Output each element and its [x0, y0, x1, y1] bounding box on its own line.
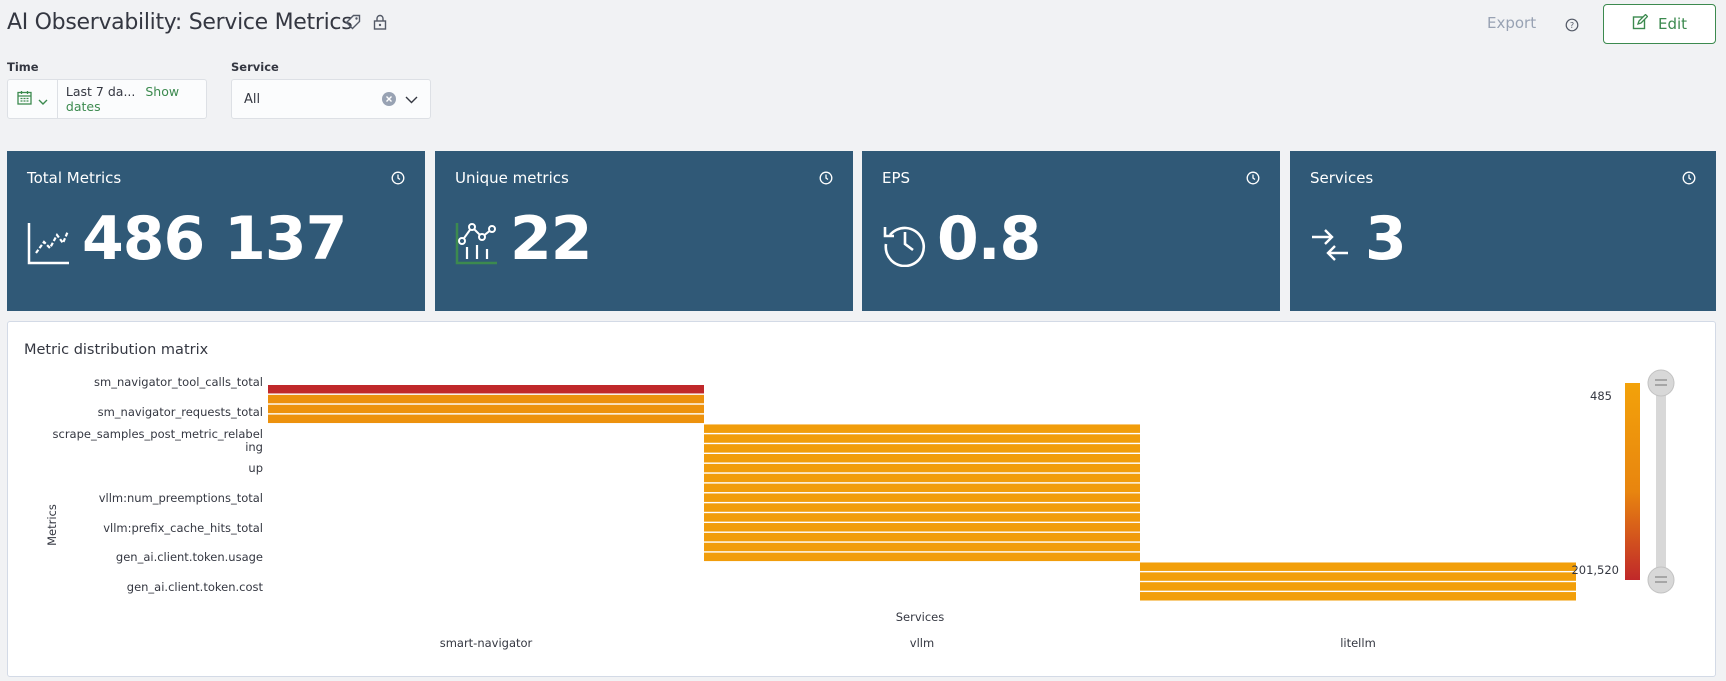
- card-total-metrics: Total Metrics 486 137: [7, 151, 425, 311]
- clock-icon[interactable]: [819, 170, 833, 189]
- card-value: 0.8: [937, 204, 1041, 274]
- y-tick-label: gen_ai.client.token.cost: [127, 580, 264, 594]
- heatmap-cell[interactable]: [704, 542, 1140, 552]
- heatmap-cell[interactable]: [704, 473, 1140, 483]
- card-title: EPS: [882, 169, 911, 187]
- card-value: 22: [510, 204, 592, 274]
- card-services: Services 3: [1290, 151, 1716, 311]
- y-axis-title: Metrics: [45, 504, 59, 546]
- card-title: Services: [1310, 169, 1374, 187]
- service-label: Service: [231, 60, 279, 74]
- clock-icon[interactable]: [391, 170, 405, 189]
- panel-title: Metric distribution matrix: [24, 342, 209, 358]
- svg-text:?: ?: [1570, 21, 1574, 30]
- card-value: 486 137: [82, 204, 347, 274]
- heatmap-cell[interactable]: [1140, 562, 1576, 571]
- heatmap-cell[interactable]: [704, 434, 1140, 443]
- y-tick-label: vllm:num_preemptions_total: [99, 491, 263, 505]
- legend-min-label: 485: [1590, 389, 1612, 403]
- time-label: Time: [7, 60, 39, 74]
- x-tick-label: smart-navigator: [440, 636, 533, 650]
- history-clock-icon: [882, 221, 928, 271]
- service-value: All: [244, 91, 261, 107]
- heatmap-cell[interactable]: [704, 503, 1140, 512]
- lock-icon[interactable]: [373, 14, 387, 34]
- heatmap-cell[interactable]: [268, 394, 704, 404]
- card-title: Unique metrics: [455, 169, 569, 187]
- heatmap-cell[interactable]: [704, 444, 1140, 453]
- help-icon[interactable]: ?: [1565, 17, 1579, 36]
- legend-max-label: 201,520: [1571, 563, 1619, 577]
- y-tick-label: sm_navigator_requests_total: [98, 405, 263, 419]
- heatmap-cell[interactable]: [704, 513, 1140, 522]
- card-title: Total Metrics: [27, 169, 122, 187]
- edit-label: Edit: [1657, 15, 1688, 33]
- legend-slider-track[interactable]: [1656, 383, 1666, 580]
- card-unique-metrics: Unique metrics 22: [435, 151, 853, 311]
- heatmap-cell[interactable]: [268, 414, 704, 424]
- time-picker[interactable]: Last 7 da... Show dates: [7, 79, 207, 119]
- clock-icon[interactable]: [1682, 170, 1696, 189]
- quick-select-button[interactable]: [8, 80, 58, 118]
- heatmap-cell[interactable]: [704, 454, 1140, 463]
- card-eps: EPS 0.8: [862, 151, 1280, 311]
- heatmap-cell[interactable]: [704, 493, 1140, 502]
- arrows-converge-icon: [1310, 227, 1350, 267]
- legend-slider-handle-bottom[interactable]: [1647, 566, 1675, 594]
- edit-button[interactable]: Edit: [1603, 4, 1716, 44]
- chevron-down-icon[interactable]: [405, 93, 418, 108]
- heatmap-cell[interactable]: [1140, 582, 1576, 591]
- x-tick-label: vllm: [910, 636, 934, 650]
- export-button[interactable]: Export: [1487, 14, 1537, 32]
- y-tick-label: vllm:prefix_cache_hits_total: [103, 521, 263, 535]
- x-tick-label: litellm: [1340, 636, 1376, 650]
- bar-chart-nodes-icon: [455, 221, 499, 269]
- show-dates-link[interactable]: Show dates: [65, 84, 180, 114]
- heatmap-cell[interactable]: [1140, 572, 1576, 581]
- heatmap-cell[interactable]: [704, 483, 1140, 493]
- heatmap-cell[interactable]: [704, 424, 1140, 433]
- heatmap-cell[interactable]: [704, 463, 1140, 473]
- clear-icon[interactable]: [382, 92, 396, 110]
- edit-icon: [1632, 13, 1649, 34]
- line-chart-icon: [27, 221, 71, 269]
- heatmap-cell[interactable]: [704, 532, 1140, 542]
- service-select[interactable]: All: [231, 79, 431, 119]
- heatmap-cell[interactable]: [268, 404, 704, 414]
- y-tick-label: up: [248, 461, 263, 475]
- tag-icon[interactable]: [345, 14, 361, 34]
- chevron-down-icon: [38, 90, 48, 109]
- legend-slider-handle-top[interactable]: [1647, 369, 1675, 397]
- calendar-icon: [17, 90, 32, 109]
- heatmap-cell[interactable]: [268, 385, 704, 394]
- clock-icon[interactable]: [1246, 170, 1260, 189]
- card-value: 3: [1365, 204, 1407, 274]
- x-axis-title: Services: [896, 610, 945, 624]
- heatmap-chart: sm_navigator_tool_calls_total sm_navigato…: [45, 369, 1675, 650]
- y-tick-label: sm_navigator_tool_calls_total: [94, 375, 263, 389]
- heatmap-cell[interactable]: [704, 523, 1140, 532]
- heatmap-cell[interactable]: [704, 552, 1140, 562]
- page-title: AI Observability: Service Metrics: [7, 10, 353, 35]
- time-range-value[interactable]: Last 7 da...: [65, 84, 136, 99]
- y-tick-label: scrape_samples_post_metric_relabel ing: [53, 427, 264, 454]
- color-legend-bar: [1625, 383, 1640, 580]
- heatmap-cell[interactable]: [1140, 592, 1576, 601]
- metric-matrix-panel: Metric distribution matrix sm_navigator_…: [7, 321, 1716, 677]
- y-tick-label: gen_ai.client.token.usage: [116, 550, 263, 564]
